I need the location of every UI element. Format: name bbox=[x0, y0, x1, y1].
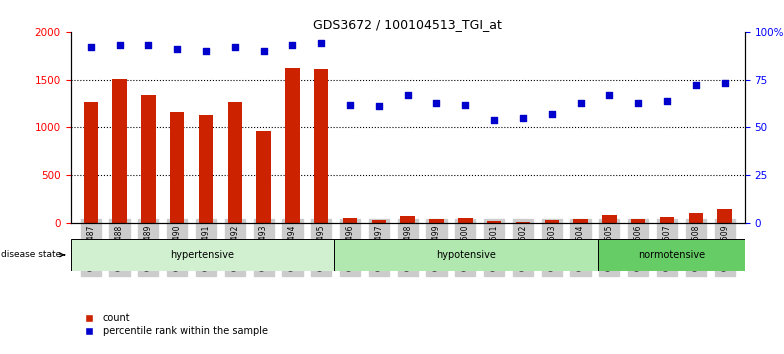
Bar bbox=[199, 115, 213, 223]
Bar bbox=[401, 216, 415, 223]
Point bbox=[257, 48, 270, 54]
Point bbox=[372, 104, 385, 109]
Text: hypertensive: hypertensive bbox=[170, 250, 234, 260]
Bar bbox=[430, 219, 444, 223]
Bar bbox=[372, 220, 386, 223]
Point bbox=[690, 82, 702, 88]
Bar bbox=[84, 102, 98, 223]
Bar bbox=[688, 212, 703, 223]
Point bbox=[459, 102, 472, 107]
Point bbox=[661, 98, 673, 103]
Point bbox=[430, 100, 443, 105]
Bar bbox=[227, 102, 242, 223]
Point bbox=[546, 111, 558, 117]
Bar bbox=[458, 218, 473, 223]
Text: disease state: disease state bbox=[2, 250, 64, 259]
Point bbox=[488, 117, 500, 122]
Point bbox=[286, 42, 299, 48]
Bar bbox=[487, 221, 501, 223]
Bar bbox=[141, 95, 155, 223]
Bar bbox=[631, 219, 645, 223]
Bar bbox=[71, 239, 335, 271]
Point bbox=[200, 48, 212, 54]
Text: hypotensive: hypotensive bbox=[437, 250, 496, 260]
Point bbox=[85, 44, 97, 50]
Point bbox=[603, 92, 615, 98]
Title: GDS3672 / 100104513_TGI_at: GDS3672 / 100104513_TGI_at bbox=[314, 18, 502, 31]
Point bbox=[401, 92, 414, 98]
Point bbox=[343, 102, 356, 107]
Point bbox=[142, 42, 154, 48]
Bar bbox=[717, 209, 731, 223]
Bar bbox=[343, 218, 358, 223]
Point bbox=[171, 46, 183, 52]
Bar bbox=[256, 131, 270, 223]
Bar bbox=[112, 79, 127, 223]
Bar bbox=[660, 217, 674, 223]
Point bbox=[228, 44, 241, 50]
Point bbox=[632, 100, 644, 105]
Bar bbox=[170, 112, 184, 223]
Bar bbox=[573, 219, 588, 223]
Bar bbox=[335, 239, 598, 271]
Point bbox=[575, 100, 587, 105]
Bar bbox=[598, 239, 745, 271]
Point bbox=[517, 115, 529, 121]
Legend: count, percentile rank within the sample: count, percentile rank within the sample bbox=[75, 309, 271, 340]
Point bbox=[718, 81, 731, 86]
Text: normotensive: normotensive bbox=[638, 250, 705, 260]
Point bbox=[113, 42, 125, 48]
Bar bbox=[602, 215, 616, 223]
Bar bbox=[314, 69, 328, 223]
Bar bbox=[285, 68, 299, 223]
Point bbox=[315, 40, 328, 46]
Bar bbox=[545, 220, 559, 223]
Bar bbox=[516, 222, 530, 223]
